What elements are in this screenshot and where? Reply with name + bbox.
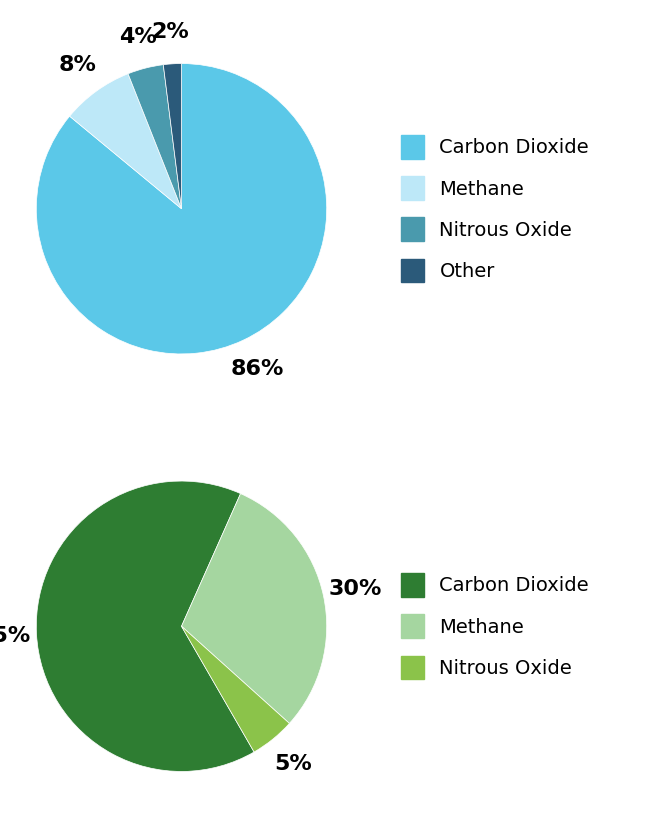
Text: 30%: 30% bbox=[328, 579, 381, 600]
Text: 5%: 5% bbox=[274, 754, 312, 774]
Text: 86%: 86% bbox=[230, 359, 284, 379]
Legend: Carbon Dioxide, Methane, Nitrous Oxide, Other: Carbon Dioxide, Methane, Nitrous Oxide, … bbox=[391, 125, 599, 292]
Wedge shape bbox=[163, 63, 182, 209]
Text: 65%: 65% bbox=[0, 625, 31, 645]
Wedge shape bbox=[182, 493, 327, 723]
Wedge shape bbox=[182, 626, 289, 752]
Wedge shape bbox=[69, 73, 182, 209]
Wedge shape bbox=[36, 481, 254, 772]
Wedge shape bbox=[128, 64, 182, 209]
Text: 8%: 8% bbox=[59, 55, 96, 75]
Wedge shape bbox=[36, 63, 327, 354]
Text: 2%: 2% bbox=[152, 22, 189, 42]
Text: 4%: 4% bbox=[119, 28, 156, 47]
Legend: Carbon Dioxide, Methane, Nitrous Oxide: Carbon Dioxide, Methane, Nitrous Oxide bbox=[391, 564, 599, 689]
